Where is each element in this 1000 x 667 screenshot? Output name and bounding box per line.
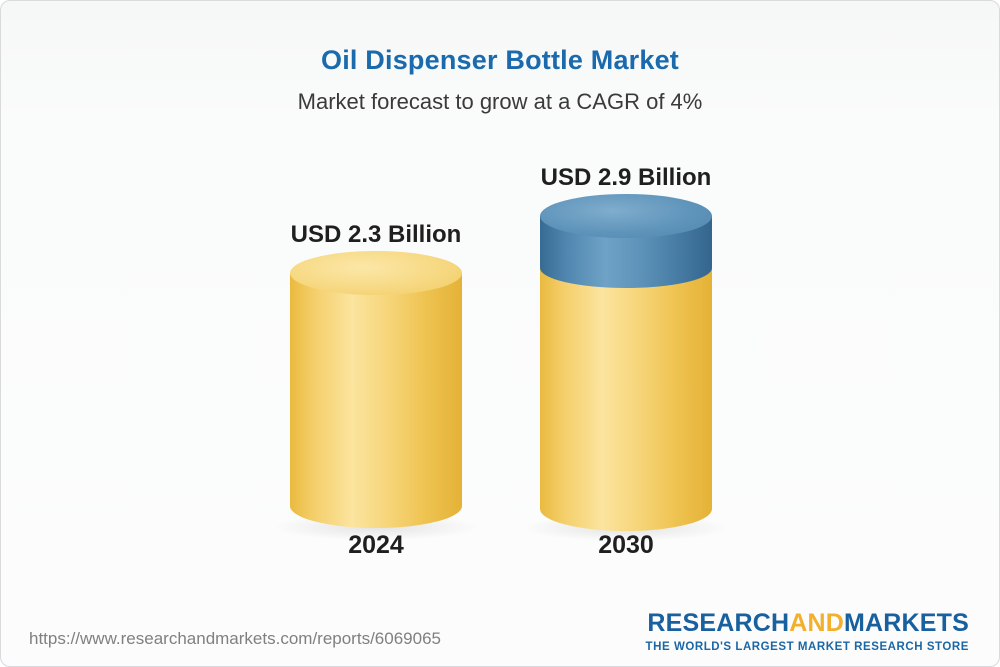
chart-title: Oil Dispenser Bottle Market xyxy=(321,45,679,75)
year-label-2030: 2030 xyxy=(598,531,654,559)
logo-wordmark: RESEARCHANDMARKETS xyxy=(646,609,969,638)
bar-2024: USD 2.3 Billion 2024 xyxy=(270,221,482,581)
bar-2030: USD 2.9 Billion 2030 xyxy=(520,164,732,581)
growth-segment-top-2030 xyxy=(540,194,712,238)
logo-part-markets: MARKETS xyxy=(843,609,969,637)
cylinder-body-2024 xyxy=(290,273,462,528)
logo-part-and: AND xyxy=(789,609,844,637)
value-label-2024: USD 2.3 Billion xyxy=(290,221,462,248)
chart-subtitle: Market forecast to grow at a CAGR of 4% xyxy=(297,89,703,114)
year-label-2024: 2024 xyxy=(348,531,404,559)
report-url[interactable]: https://www.researchandmarkets.com/repor… xyxy=(29,629,441,648)
value-label-2030: USD 2.9 Billion xyxy=(540,164,712,191)
logo-part-research: RESEARCH xyxy=(647,609,790,637)
logo-tagline: THE WORLD'S LARGEST MARKET RESEARCH STOR… xyxy=(645,641,969,653)
research-and-markets-logo: RESEARCHANDMARKETS THE WORLD'S LARGEST M… xyxy=(646,609,969,653)
cylinder-top-2024 xyxy=(290,251,462,295)
